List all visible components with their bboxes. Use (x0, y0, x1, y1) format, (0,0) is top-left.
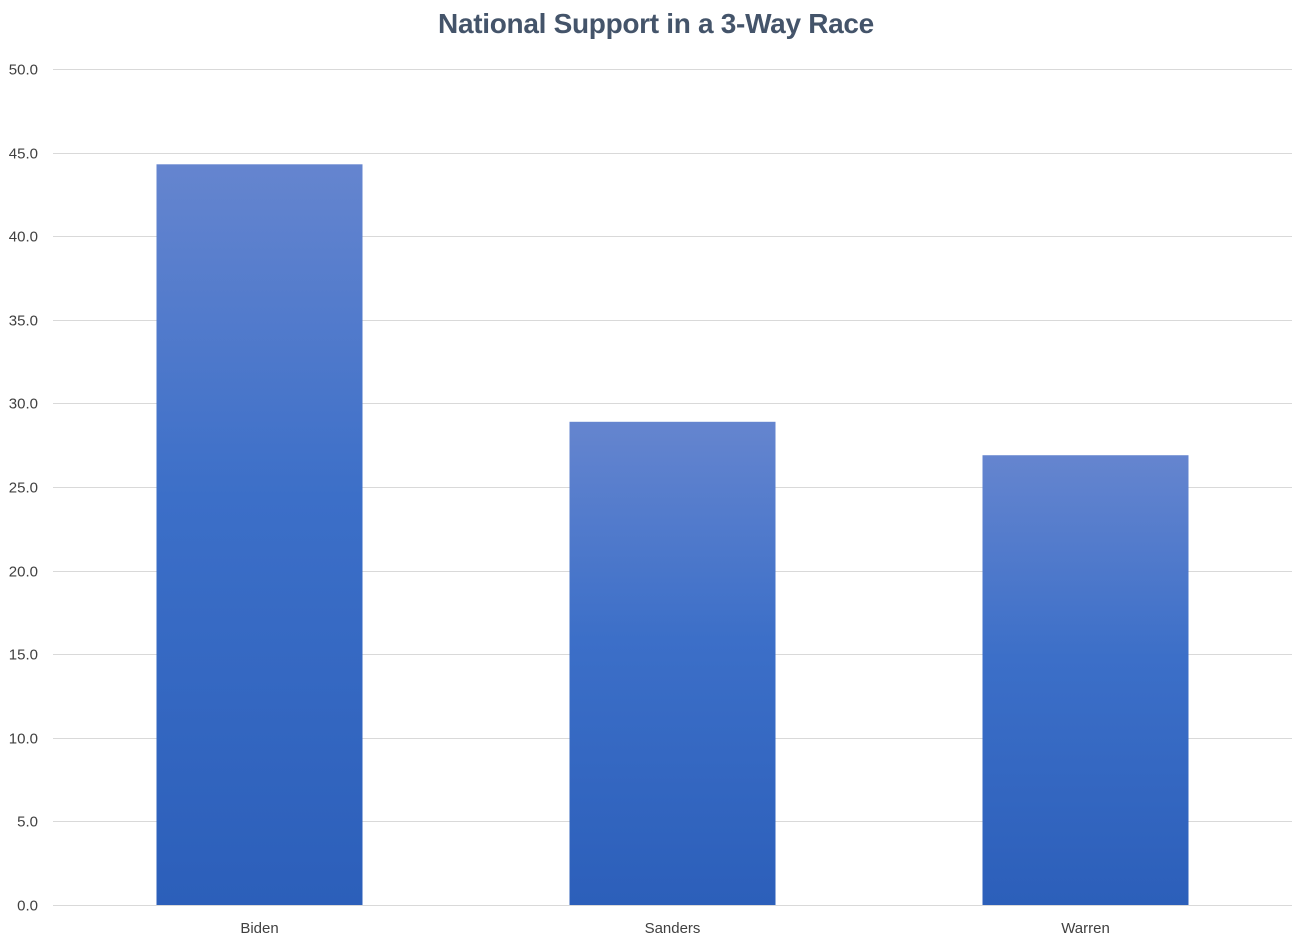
x-axis-ticks: Biden Sanders Warren (240, 920, 1110, 937)
x-tick-label: Sanders (645, 920, 701, 937)
y-tick-label: 10.0 (9, 731, 38, 748)
bar-warren (982, 455, 1189, 905)
y-axis-ticks: 0.0 5.0 10.0 15.0 20.0 25.0 30.0 35.0 40.0 45.0 50… (9, 62, 38, 915)
y-tick-label: 35.0 (9, 313, 38, 330)
y-tick-label: 30.0 (9, 396, 38, 413)
bar-sanders (569, 421, 776, 905)
bars (156, 164, 1189, 905)
x-tick-label: Warren (1061, 920, 1110, 937)
y-tick-label: 25.0 (9, 480, 38, 497)
bar-biden (156, 164, 363, 905)
x-tick-label: Biden (240, 920, 278, 937)
y-tick-label: 20.0 (9, 564, 38, 581)
y-tick-label: 40.0 (9, 229, 38, 246)
y-tick-label: 15.0 (9, 647, 38, 664)
y-tick-label: 45.0 (9, 146, 38, 163)
y-tick-label: 50.0 (9, 62, 38, 79)
y-tick-label: 5.0 (17, 814, 38, 831)
chart-title: National Support in a 3-Way Race (438, 8, 874, 39)
y-tick-label: 0.0 (17, 898, 38, 915)
